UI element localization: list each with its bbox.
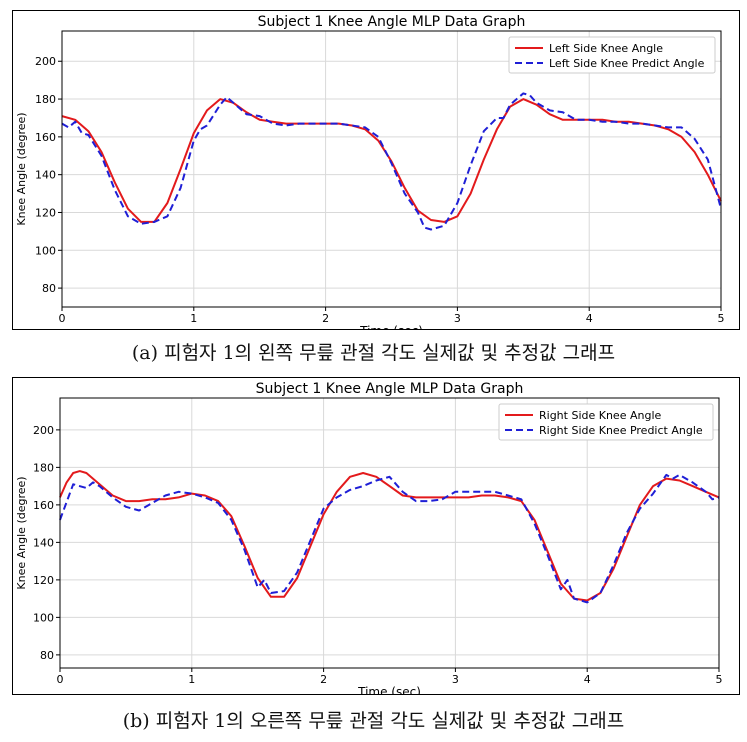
chart-panel-right: 0 1 2 3 4 5 80 100 120 140 160 180 200 Subject 1 Knee… xyxy=(0,377,747,695)
chart-panel-left: 0 1 2 3 4 5 80 100 120 140 160 180 200 Subject 1 Knee… xyxy=(0,10,747,330)
chart-title: Subject 1 Knee Angle MLP Data Graph xyxy=(256,381,524,397)
actual-angle-line xyxy=(59,470,720,602)
x-tick-label: 3 xyxy=(452,673,459,686)
x-axis-label: Time (sec) xyxy=(359,324,423,330)
caption-left: (a) 피험자 1의 왼쪽 무릎 관절 각도 실제값 및 추정값 그래프 xyxy=(131,342,616,364)
legend-box xyxy=(508,36,716,74)
x-tick-label: 2 xyxy=(320,673,327,686)
caption-right: (b) 피험자 1의 오른쪽 무릎 관절 각도 실제값 및 추정값 그래프 xyxy=(122,710,625,732)
y-tick-label: 140 xyxy=(33,536,54,549)
y-tick-label: 120 xyxy=(35,206,56,219)
right-knee-chart: 0 1 2 3 4 5 80 100 120 140 160 180 200 Subject 1 Knee… xyxy=(12,377,740,695)
legend-label: Right Side Knee Angle xyxy=(539,409,662,422)
y-tick-label: 100 xyxy=(33,611,54,624)
predicted-angle-line xyxy=(61,92,722,231)
predicted-angle-line xyxy=(59,473,720,604)
y-tick-label: 80 xyxy=(42,282,56,295)
actual-angle-line xyxy=(61,98,722,223)
plot-frame xyxy=(59,397,720,669)
x-tick-label: 0 xyxy=(59,312,66,325)
legend-label: Right Side Knee Predict Angle xyxy=(539,424,703,437)
x-tick-label: 4 xyxy=(586,312,593,325)
y-tick-label: 200 xyxy=(35,55,56,68)
x-tick-label: 5 xyxy=(716,673,723,686)
x-tick-label: 3 xyxy=(454,312,461,325)
plot-frame xyxy=(61,30,722,308)
y-tick-label: 160 xyxy=(35,131,56,144)
y-axis-label: Knee Angle (degree) xyxy=(15,476,28,589)
y-axis-label: Knee Angle (degree) xyxy=(15,112,28,225)
x-tick-label: 5 xyxy=(718,312,725,325)
x-tick-label: 2 xyxy=(322,312,329,325)
figure-frame xyxy=(12,377,740,695)
x-tick-label: 0 xyxy=(57,673,64,686)
figure-frame xyxy=(12,10,740,330)
legend-label: Left Side Knee Angle xyxy=(549,42,663,55)
left-knee-chart: 0 1 2 3 4 5 80 100 120 140 160 180 200 Subject 1 Knee… xyxy=(12,10,740,330)
x-tick-label: 4 xyxy=(584,673,591,686)
x-tick-label: 1 xyxy=(190,312,197,325)
y-tick-label: 120 xyxy=(33,574,54,587)
legend-box xyxy=(498,403,714,441)
y-tick-label: 200 xyxy=(33,424,54,437)
y-tick-label: 180 xyxy=(35,93,56,106)
x-axis-label: Time (sec) xyxy=(357,685,421,695)
chart-title: Subject 1 Knee Angle MLP Data Graph xyxy=(258,14,526,30)
y-tick-label: 140 xyxy=(35,169,56,182)
x-tick-label: 1 xyxy=(188,673,195,686)
y-tick-label: 160 xyxy=(33,499,54,512)
legend-label: Left Side Knee Predict Angle xyxy=(549,57,705,70)
y-tick-label: 180 xyxy=(33,461,54,474)
y-tick-label: 100 xyxy=(35,244,56,257)
y-tick-label: 80 xyxy=(40,649,54,662)
